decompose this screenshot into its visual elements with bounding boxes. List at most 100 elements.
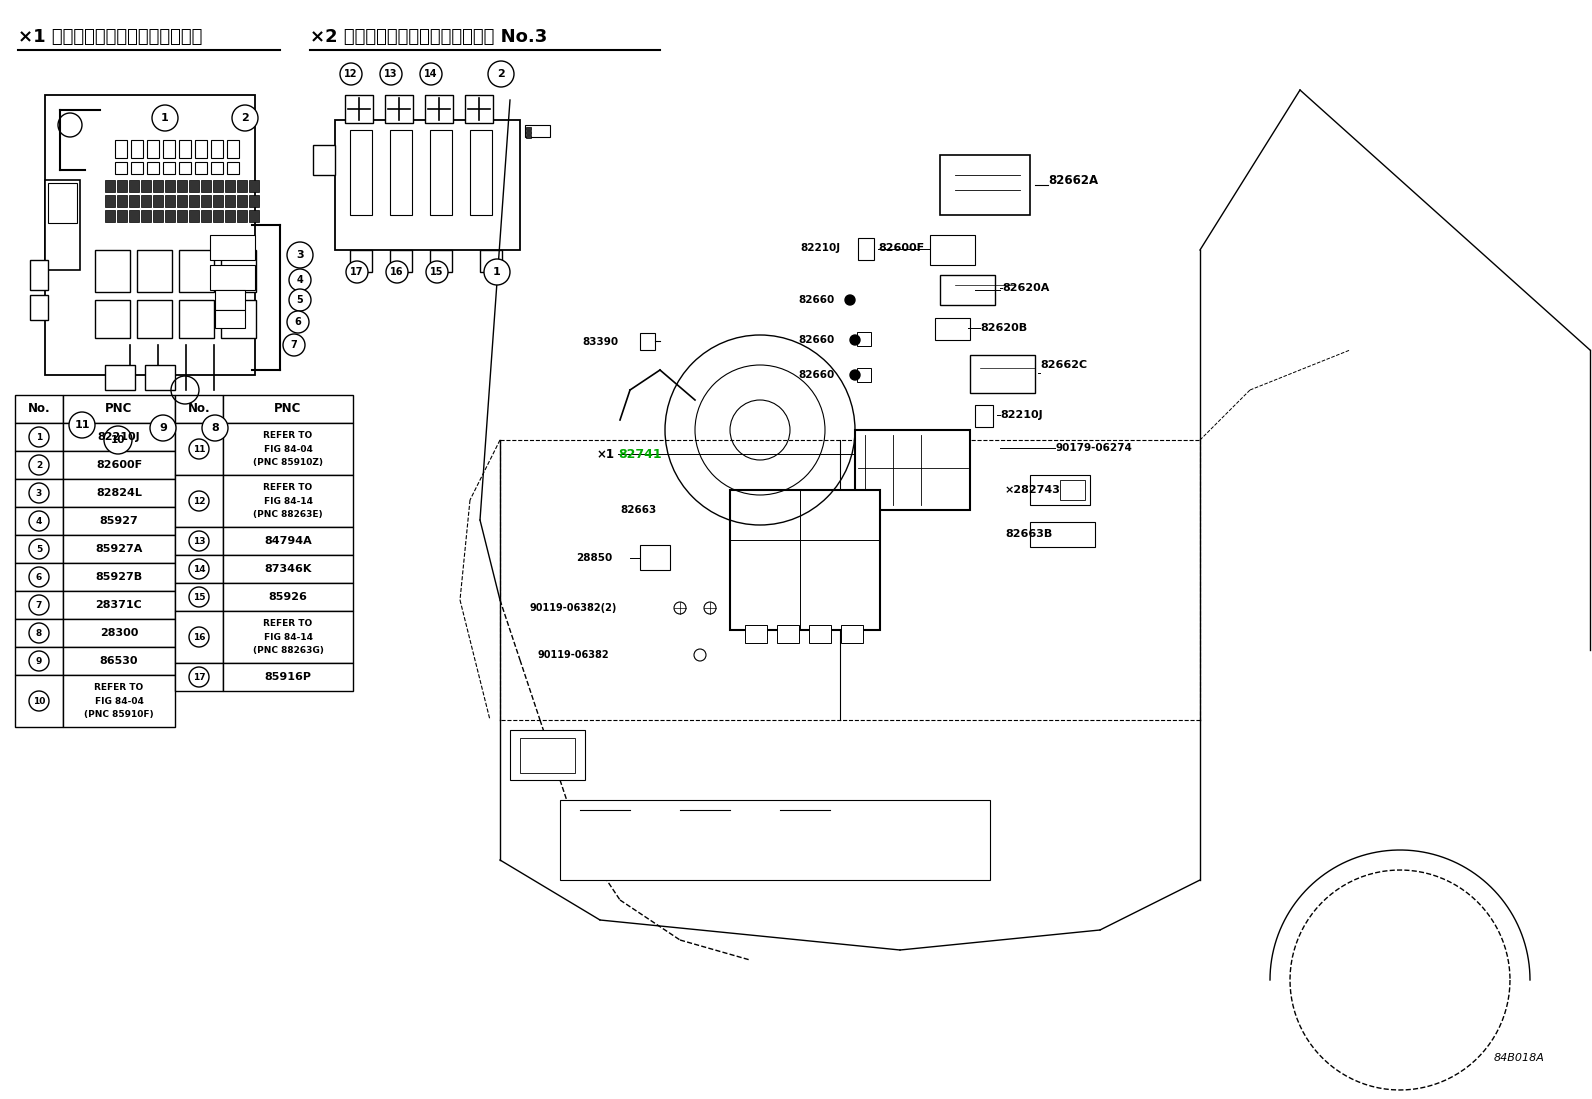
Bar [178, 300, 213, 338]
Circle shape [29, 482, 49, 503]
Bar [212, 162, 223, 174]
Circle shape [150, 415, 177, 441]
Bar [116, 210, 127, 222]
Text: 6: 6 [295, 317, 301, 328]
Text: 82600F: 82600F [879, 243, 923, 253]
Bar [96, 300, 131, 338]
Bar [64, 591, 175, 619]
Bar [237, 195, 247, 207]
Bar [858, 238, 874, 260]
Text: 82663: 82663 [619, 506, 656, 515]
Text: 85916P: 85916P [264, 671, 312, 682]
Circle shape [29, 595, 49, 615]
Text: 7: 7 [291, 340, 298, 349]
Bar [14, 619, 64, 647]
Bar [105, 210, 115, 222]
Text: 1: 1 [37, 433, 41, 442]
Text: 1: 1 [494, 267, 501, 277]
Bar [145, 365, 175, 390]
Circle shape [232, 106, 258, 131]
Bar [146, 140, 159, 158]
Text: PNC: PNC [274, 402, 302, 415]
Circle shape [202, 415, 228, 441]
Text: 90119-06382: 90119-06382 [538, 650, 610, 660]
Bar [166, 210, 175, 222]
Circle shape [341, 63, 361, 85]
Text: 9: 9 [159, 423, 167, 433]
Text: 14: 14 [193, 565, 205, 574]
Bar [64, 395, 175, 423]
Bar [640, 545, 670, 570]
Bar [64, 675, 175, 728]
Bar [178, 162, 191, 174]
Circle shape [68, 412, 96, 439]
Bar [142, 210, 151, 222]
Bar [509, 730, 584, 780]
Bar [166, 195, 175, 207]
Text: 85927: 85927 [100, 517, 139, 526]
Bar [224, 195, 236, 207]
Text: 82660: 82660 [798, 370, 834, 380]
Text: 82600F: 82600F [96, 460, 142, 470]
Bar [390, 249, 412, 271]
Bar [213, 195, 223, 207]
Text: 3: 3 [37, 488, 41, 498]
Circle shape [850, 370, 860, 380]
Circle shape [189, 491, 209, 511]
Circle shape [283, 334, 306, 356]
Bar [178, 140, 191, 158]
Bar [237, 180, 247, 192]
Circle shape [427, 260, 447, 284]
Bar [221, 300, 256, 338]
Bar [223, 663, 353, 691]
Bar [223, 475, 353, 528]
Circle shape [29, 428, 49, 447]
Text: 15: 15 [430, 267, 444, 277]
Text: 10: 10 [33, 697, 45, 706]
Bar [96, 249, 131, 292]
Text: 13: 13 [384, 69, 398, 79]
Bar [105, 180, 115, 192]
Circle shape [189, 587, 209, 607]
Text: 28850: 28850 [576, 553, 613, 563]
Circle shape [189, 628, 209, 647]
Text: 82620A: 82620A [1001, 284, 1049, 293]
Bar [350, 249, 373, 271]
Bar [430, 130, 452, 215]
Text: 4: 4 [35, 517, 41, 525]
Text: 82620B: 82620B [981, 323, 1027, 333]
Text: 28300: 28300 [100, 628, 139, 639]
Text: (PNC 88263E): (PNC 88263E) [253, 510, 323, 519]
Circle shape [151, 106, 178, 131]
Circle shape [345, 260, 368, 284]
Text: 2: 2 [497, 69, 505, 79]
Bar [425, 95, 454, 123]
Text: 4: 4 [296, 275, 304, 285]
Bar [129, 180, 139, 192]
Text: 82662A: 82662A [1048, 174, 1098, 187]
Circle shape [489, 62, 514, 87]
Bar [14, 451, 64, 479]
Bar [841, 625, 863, 643]
Bar [177, 210, 186, 222]
Text: REFER TO: REFER TO [263, 432, 312, 441]
Bar [64, 535, 175, 563]
Bar [45, 180, 80, 270]
Circle shape [380, 63, 403, 85]
Bar [14, 647, 64, 675]
Bar [223, 555, 353, 582]
Text: REFER TO: REFER TO [263, 484, 312, 492]
Text: 8: 8 [37, 629, 41, 637]
Text: 84794A: 84794A [264, 536, 312, 546]
Circle shape [29, 539, 49, 559]
Text: 7: 7 [35, 600, 41, 610]
Circle shape [287, 311, 309, 333]
Bar [213, 180, 223, 192]
Bar [64, 479, 175, 507]
Bar [470, 130, 492, 215]
Bar [105, 365, 135, 390]
Text: 17: 17 [193, 673, 205, 681]
Bar [855, 430, 970, 510]
Bar [175, 582, 223, 611]
Bar [30, 295, 48, 320]
